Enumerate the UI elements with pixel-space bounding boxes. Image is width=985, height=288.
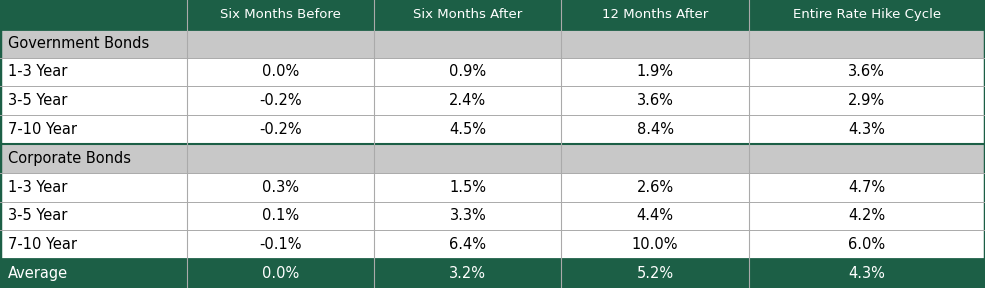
Text: 8.4%: 8.4% [636, 122, 674, 137]
Bar [0, 230, 187, 259]
Text: 1-3 Year: 1-3 Year [8, 180, 67, 195]
Bar [0, 202, 187, 230]
Text: 0.0%: 0.0% [262, 65, 299, 79]
Bar [749, 259, 985, 288]
Text: -0.2%: -0.2% [259, 122, 302, 137]
Bar [374, 58, 561, 86]
Text: 2.4%: 2.4% [449, 93, 487, 108]
Bar [749, 86, 985, 115]
Bar [749, 115, 985, 144]
Bar [561, 259, 749, 288]
Bar [0, 58, 187, 86]
Text: 2.6%: 2.6% [636, 180, 674, 195]
Bar [561, 202, 749, 230]
Text: 4.5%: 4.5% [449, 122, 487, 137]
Text: 12 Months After: 12 Months After [602, 8, 708, 21]
Bar [561, 173, 749, 202]
Text: 7-10 Year: 7-10 Year [8, 237, 77, 252]
Bar [561, 29, 749, 58]
Bar [561, 144, 749, 173]
Bar [749, 173, 985, 202]
Text: 3.2%: 3.2% [449, 266, 487, 281]
Bar [561, 86, 749, 115]
Text: Six Months Before: Six Months Before [221, 8, 341, 21]
Bar [374, 29, 561, 58]
Bar [187, 230, 374, 259]
Bar [187, 86, 374, 115]
Text: 0.0%: 0.0% [262, 266, 299, 281]
Bar [187, 29, 374, 58]
Bar [374, 202, 561, 230]
Text: 5.2%: 5.2% [636, 266, 674, 281]
Bar [374, 0, 561, 29]
Text: 2.9%: 2.9% [848, 93, 886, 108]
Text: Government Bonds: Government Bonds [8, 36, 149, 51]
Bar [749, 29, 985, 58]
Text: 4.4%: 4.4% [636, 209, 674, 223]
Bar [374, 259, 561, 288]
Bar [374, 144, 561, 173]
Bar [187, 259, 374, 288]
Text: 3-5 Year: 3-5 Year [8, 209, 67, 223]
Text: 3.6%: 3.6% [636, 93, 674, 108]
Text: 0.3%: 0.3% [262, 180, 299, 195]
Text: 3.3%: 3.3% [449, 209, 487, 223]
Text: 4.3%: 4.3% [848, 122, 886, 137]
Bar [0, 173, 187, 202]
Bar [0, 115, 187, 144]
Bar [0, 259, 187, 288]
Bar [187, 115, 374, 144]
Bar [749, 230, 985, 259]
Text: 3-5 Year: 3-5 Year [8, 93, 67, 108]
Text: Entire Rate Hike Cycle: Entire Rate Hike Cycle [793, 8, 941, 21]
Bar [0, 86, 187, 115]
Bar [0, 144, 187, 173]
Bar [0, 0, 187, 29]
Bar [561, 58, 749, 86]
Text: 10.0%: 10.0% [631, 237, 679, 252]
Bar [749, 58, 985, 86]
Bar [561, 0, 749, 29]
Text: -0.2%: -0.2% [259, 93, 302, 108]
Bar [187, 173, 374, 202]
Bar [187, 0, 374, 29]
Bar [749, 0, 985, 29]
Bar [187, 202, 374, 230]
Text: Average: Average [8, 266, 68, 281]
Text: 4.2%: 4.2% [848, 209, 886, 223]
Text: 1.9%: 1.9% [636, 65, 674, 79]
Text: 1-3 Year: 1-3 Year [8, 65, 67, 79]
Bar [374, 230, 561, 259]
Text: 3.6%: 3.6% [848, 65, 886, 79]
Bar [374, 115, 561, 144]
Bar [187, 144, 374, 173]
Text: 4.7%: 4.7% [848, 180, 886, 195]
Bar [0, 29, 187, 58]
Bar [561, 115, 749, 144]
Text: 6.0%: 6.0% [848, 237, 886, 252]
Text: 0.9%: 0.9% [449, 65, 487, 79]
Text: Six Months After: Six Months After [414, 8, 522, 21]
Bar [187, 58, 374, 86]
Text: 1.5%: 1.5% [449, 180, 487, 195]
Bar [374, 173, 561, 202]
Text: 0.1%: 0.1% [262, 209, 299, 223]
Bar [749, 144, 985, 173]
Bar [561, 230, 749, 259]
Bar [749, 202, 985, 230]
Text: 7-10 Year: 7-10 Year [8, 122, 77, 137]
Text: 6.4%: 6.4% [449, 237, 487, 252]
Text: 4.3%: 4.3% [848, 266, 886, 281]
Text: -0.1%: -0.1% [259, 237, 302, 252]
Text: Corporate Bonds: Corporate Bonds [8, 151, 131, 166]
Bar [374, 86, 561, 115]
